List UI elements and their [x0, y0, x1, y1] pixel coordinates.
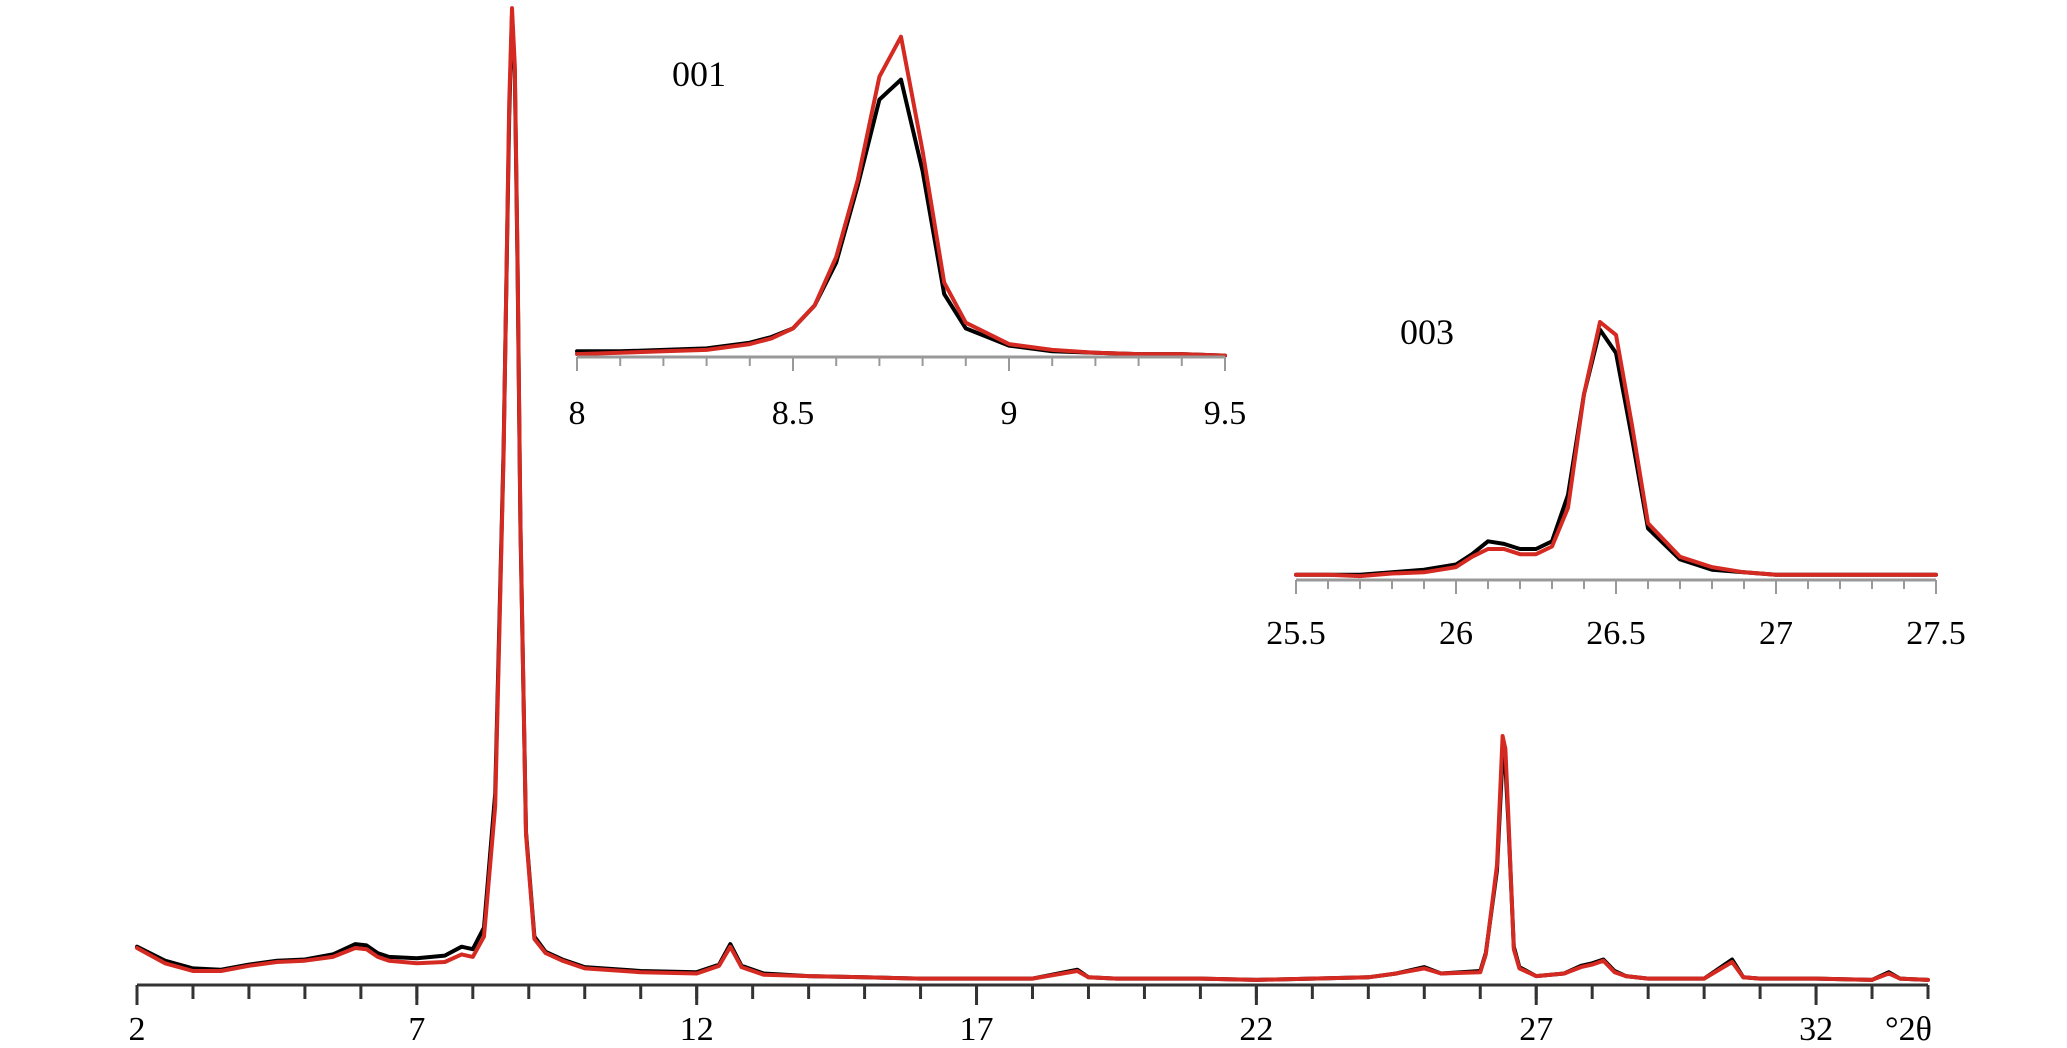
main-plot: 2 7 12 17 22 27 32: [129, 6, 1930, 1048]
panel-0-series-0-line: [135, 12, 1930, 982]
panel-0-series-1-line: [135, 6, 1930, 982]
panel-1-tick-label: 8: [569, 395, 586, 432]
panel-0-tick-label: 12: [680, 1011, 714, 1048]
panel-1-series-1-line: [575, 34, 1227, 358]
panel-2-series-0-line: [1294, 327, 1938, 577]
panel-0-tick-label: 22: [1239, 1011, 1273, 1048]
inset-003-plot: 25.5 26 26.5 27 27.5: [1266, 320, 1966, 652]
panel-2-series-1-line: [1294, 320, 1938, 579]
panel-0-tick-label: 32: [1799, 1011, 1833, 1048]
panel-2-tick-label: 27.5: [1906, 615, 1966, 652]
inset-001-plot: 8 8.5 9 9.5: [569, 34, 1247, 432]
panel-1-tick-label: 8.5: [772, 395, 815, 432]
panel-0-tick-label: 7: [408, 1011, 425, 1048]
panel-2-tick-label: 26.5: [1586, 615, 1646, 652]
inset-003-title: 003: [1400, 312, 1454, 352]
panel-2-tick-label: 26: [1439, 615, 1473, 652]
panel-0-tick-label: 2: [129, 1011, 146, 1048]
panel-1-series-0-line: [575, 77, 1227, 358]
panel-1-tick-label: 9.5: [1204, 395, 1247, 432]
panel-0-tick-label: 27: [1519, 1011, 1553, 1048]
panel-2-tick-label: 25.5: [1266, 615, 1326, 652]
panel-0-tick-label: 17: [960, 1011, 994, 1048]
inset-001-title: 001: [672, 54, 726, 94]
panel-2-tick-label: 27: [1759, 615, 1793, 652]
panel-1-tick-label: 9: [1001, 395, 1018, 432]
x-axis-label: °2θ: [1885, 1011, 1932, 1048]
